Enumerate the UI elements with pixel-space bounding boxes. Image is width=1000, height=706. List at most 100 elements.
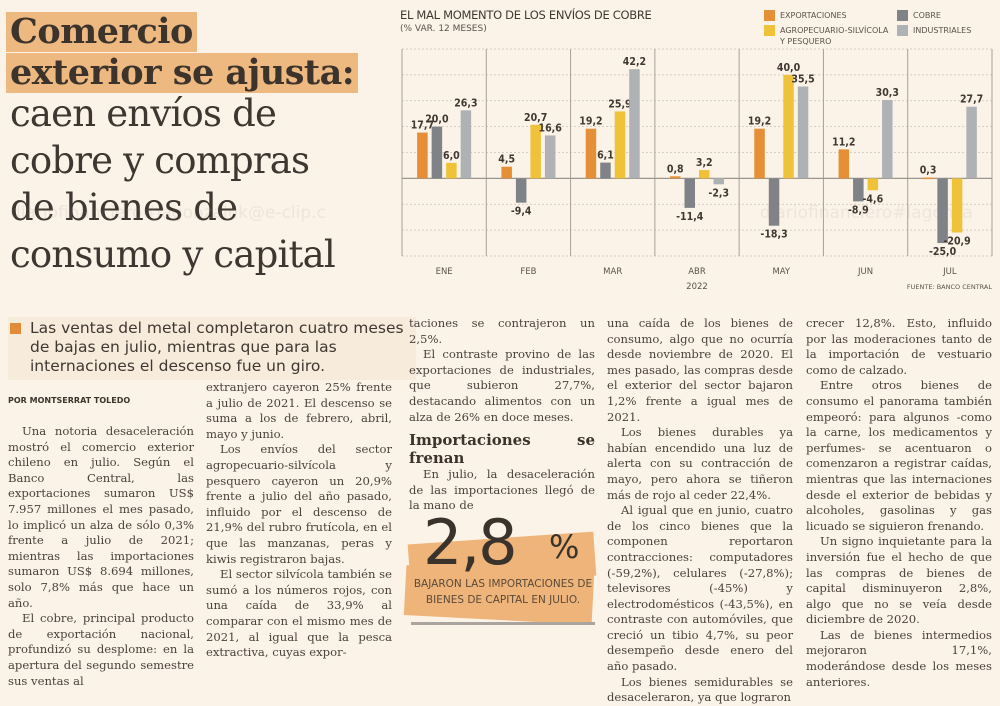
callout-number: 2,8 — [423, 506, 518, 579]
bar — [501, 166, 512, 179]
legend-swatch — [897, 10, 908, 21]
data-label: 40,0 — [777, 62, 801, 74]
data-label: -2,3 — [708, 187, 729, 199]
bar — [431, 126, 443, 179]
x-tick-label: JUN — [857, 267, 873, 277]
legend-label: Y PESQUERO — [780, 37, 832, 46]
article-deck: Las ventas del metal completaron cuatro … — [8, 317, 416, 380]
byline: POR MONTSERRAT TOLEDO — [8, 396, 131, 405]
article-column-1: Una notoria desaceleración mostró el com… — [8, 424, 194, 689]
x-tick-label: FEB — [520, 267, 536, 277]
bar — [867, 178, 879, 191]
legend-item-agropecuario: AGROPECUARIO-SILVÍCOLA Y PESQUERO — [764, 25, 888, 47]
headline-line: consumo y capital — [10, 233, 336, 276]
data-label: 11,2 — [832, 136, 855, 148]
bar — [754, 128, 765, 179]
x-tick-label: MAY — [772, 267, 790, 277]
source-note: FUENTE: BANCO CENTRAL — [907, 283, 992, 291]
bar-chart: 17,720,0 6,0 26,3 ENE 4,5 -9,4 20,716,6 FEB 19,2… — [401, 48, 993, 292]
bar — [882, 99, 893, 179]
bar — [614, 111, 626, 179]
headline-line: caen envíos de — [10, 92, 277, 135]
legend-label: COBRE — [913, 11, 941, 20]
bar — [783, 74, 794, 179]
bar — [417, 132, 428, 179]
bar — [684, 178, 695, 208]
paragraph: Un signo inquietante para la inversión f… — [806, 534, 992, 627]
headline-line: exterior se ajusta: — [6, 53, 359, 93]
chart-title: EL MAL MOMENTO DE LOS ENVÍOS DE COBRE — [400, 8, 652, 22]
paragraph: Las de bienes intermedios mejoraron 17,1… — [806, 627, 992, 689]
bar — [853, 178, 864, 202]
data-label: 4,5 — [498, 154, 515, 166]
article-column-4: una caída de los bienes de consumo, algo… — [607, 316, 793, 706]
callout-rule — [411, 622, 595, 625]
paragraph: En julio, la desaceleración de las impor… — [409, 467, 595, 513]
bar — [922, 177, 934, 180]
data-label: 0,3 — [920, 165, 937, 177]
legend-label: AGROPECUARIO-SILVÍCOLA — [780, 26, 889, 35]
paragraph: extranjero cayeron 25% frente a julio de… — [206, 380, 392, 441]
data-label: 19,2 — [579, 116, 602, 128]
headline-line: cobre y compras — [10, 139, 310, 182]
bar — [713, 178, 724, 185]
subheading: Importaciones se frenan — [409, 431, 595, 468]
paragraph: Los bienes semidurables se desaceleraron… — [607, 674, 793, 705]
bullet-square-icon — [10, 323, 21, 334]
data-label: 25,9 — [608, 98, 631, 110]
paragraph: Los envíos del sector agropecuario-silví… — [206, 442, 392, 566]
headline-line: Comercio — [6, 12, 197, 52]
paragraph: Una notoria desaceleración mostró el com… — [8, 424, 194, 610]
bar — [699, 170, 710, 179]
paragraph: Los bienes durables ya habían encendido … — [607, 425, 793, 502]
callout-text: BAJARON LAS IMPORTACIONES DE BIENES DE C… — [413, 578, 593, 606]
legend-item-industriales: INDUSTRIALES — [897, 25, 971, 36]
bar — [629, 69, 640, 179]
bar — [966, 106, 977, 179]
paragraph: una caída de los bienes de consumo, algo… — [607, 316, 793, 424]
data-label: -25,0 — [929, 246, 957, 258]
paragraph: crecer 12,8%. Esto, influido por las mod… — [806, 316, 992, 377]
bar — [797, 86, 809, 179]
legend-swatch — [897, 25, 908, 36]
data-label: -9,4 — [511, 206, 532, 218]
headline: Comercio exterior se ajusta: caen envíos… — [6, 12, 396, 282]
data-label: -4,6 — [862, 193, 883, 205]
legend-label: EXPORTACIONES — [780, 11, 847, 20]
article-column-5: crecer 12,8%. Esto, influido por las mod… — [806, 316, 992, 690]
stat-callout: 2,8 % BAJARON LAS IMPORTACIONES DE BIENE… — [403, 500, 603, 630]
article-column-3: taciones se contrajeron un 2,5%. El contr… — [409, 316, 595, 514]
chart-subtitle: (% VAR. 12 MESES) — [400, 24, 487, 34]
x-tick-label: JUL — [942, 267, 957, 277]
bar — [768, 178, 780, 226]
bar — [937, 178, 948, 244]
data-label: -18,3 — [760, 229, 787, 241]
legend-swatch — [764, 10, 775, 21]
legend-item-exportaciones: EXPORTACIONES — [764, 10, 847, 21]
paragraph: El contraste provino de las exportacione… — [409, 347, 595, 424]
data-label: 35,5 — [791, 74, 814, 86]
paragraph: Al igual que en junio, cuatro de los cin… — [607, 503, 793, 674]
x-tick-label: MAR — [603, 267, 622, 277]
callout-percent: % — [549, 528, 580, 566]
data-label: -8,9 — [848, 204, 869, 216]
data-label: 19,2 — [748, 116, 771, 128]
article-column-2: extranjero cayeron 25% frente a julio de… — [206, 380, 392, 661]
data-label: 6,1 — [597, 150, 614, 162]
x-tick-label: ENE — [436, 267, 453, 277]
x-tick-label: ABR — [688, 267, 706, 277]
paragraph: Entre otros bienes de consumo el panoram… — [806, 378, 992, 533]
data-label: 30,3 — [876, 87, 899, 99]
bar — [460, 110, 472, 179]
paragraph: El cobre, principal producto de exportac… — [8, 611, 194, 688]
bar — [600, 162, 611, 179]
year-label: 2022 — [686, 282, 708, 292]
data-label: 27,7 — [960, 94, 983, 106]
bar — [446, 162, 457, 179]
bar — [530, 124, 541, 179]
legend-label-group: AGROPECUARIO-SILVÍCOLA Y PESQUERO — [780, 25, 888, 47]
bar — [670, 176, 681, 179]
data-label: 3,2 — [696, 157, 713, 169]
data-label: 42,2 — [623, 56, 646, 68]
data-label: 6,0 — [443, 150, 460, 162]
